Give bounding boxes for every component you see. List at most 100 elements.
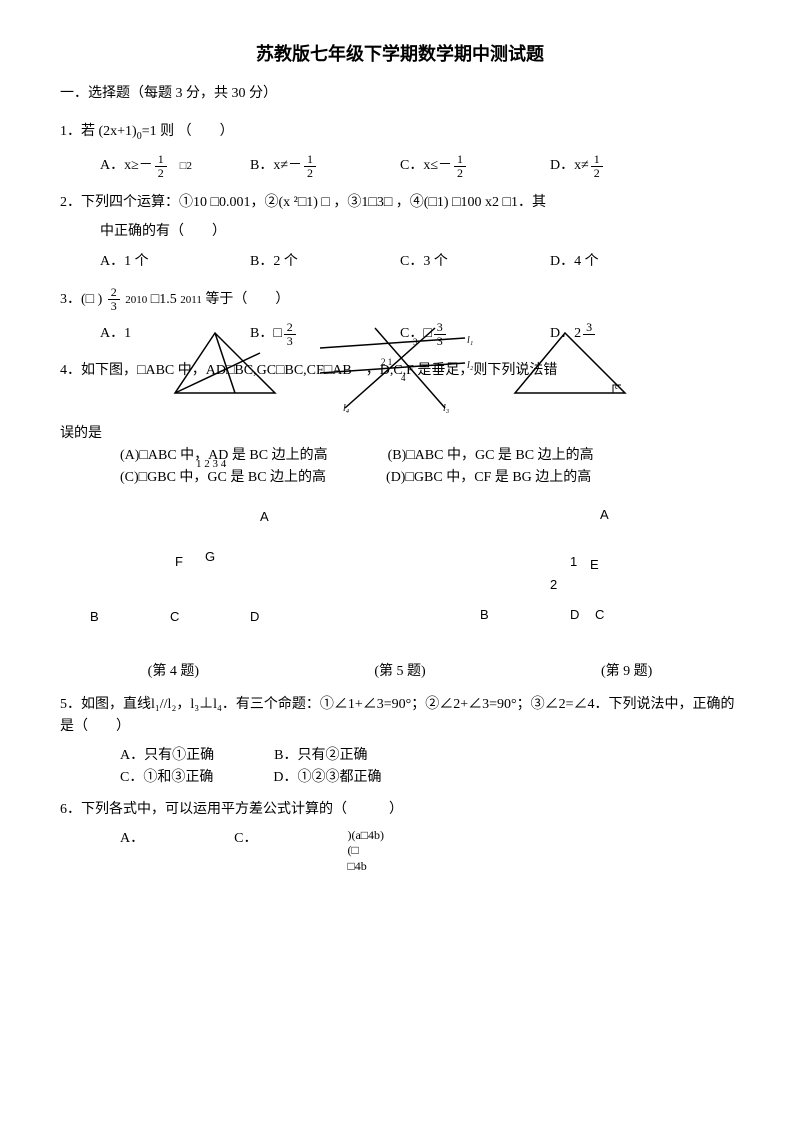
frac-d: 2 — [591, 167, 603, 180]
label-d1: D — [250, 607, 259, 628]
q1-c-text: C．x≤－ — [400, 155, 452, 177]
q1-opt-d: D．x≠ 12 — [550, 153, 660, 180]
q3-d-pre: D．2 — [550, 323, 581, 345]
q1-opt-a: A．x≥－ 12 □2 — [100, 153, 210, 180]
q2-opt-a: A．1 个 — [100, 251, 210, 273]
q2-options: A．1 个 B．2 个 C．3 个 D．4 个 — [100, 251, 740, 273]
frac-d — [583, 335, 595, 348]
q5-opt-b: B．只有②正确 — [274, 745, 367, 767]
question-2: 2．下列四个运算：①10 □0.001，②(x ²□1) □ ，③1□3□ ，④… — [60, 192, 740, 214]
page-title: 苏教版七年级下学期数学期中测试题 — [60, 40, 740, 69]
q6-fragment: )(a□4b) (□ □4b — [347, 828, 384, 875]
label-g: G — [205, 547, 215, 568]
frac-icon: 12 — [454, 153, 466, 180]
label-a: A — [260, 507, 269, 528]
frac-d: 2 — [454, 167, 466, 180]
q6-frag-3: □4b — [347, 859, 384, 875]
frac-n: 2 — [284, 321, 296, 335]
q3-mid-a: 2010 — [125, 293, 147, 305]
q1-d-text: D．x≠ — [550, 155, 589, 177]
q3-mid-b: □1.5 — [151, 291, 177, 306]
q3-c-pre: C．□ — [400, 323, 432, 345]
question-4: 4．如下图，□ABC 中，AD□BC,GC□BC,CF□AB ，D,C,F 是垂… — [60, 360, 740, 382]
q1-opt-b: B．x≠－ 12 — [250, 153, 360, 180]
q2-opt-c: C．3 个 — [400, 251, 510, 273]
label-d2: D — [570, 605, 579, 626]
frac-n: 3 — [583, 321, 595, 335]
label-e: E — [590, 555, 599, 576]
svg-text:l₃: l₃ — [443, 403, 450, 413]
q4-stem: 4．如下图，□ABC 中，AD□BC,GC□BC,CF□AB ，D,C,F 是垂… — [60, 360, 557, 382]
q1-a-text: A．x≥－ — [100, 155, 153, 177]
label-f: F — [175, 552, 183, 573]
label-b1: B — [90, 607, 99, 628]
q5-opt-a: A．只有①正确 — [120, 745, 214, 767]
label-c2: C — [595, 605, 604, 626]
q5-opt-c: C．①和③正确 — [120, 767, 213, 789]
frac-icon: 33 — [434, 321, 446, 348]
q6-opt-c: C． — [234, 828, 257, 850]
cap-q4: (第 4 题) — [148, 661, 199, 683]
cap-q9: (第 9 题) — [601, 661, 652, 683]
svg-text:l₄: l₄ — [343, 403, 350, 413]
frac-icon: 12 — [155, 153, 167, 180]
frac-d: 3 — [108, 300, 120, 313]
q5-opt-d: D．①②③都正确 — [273, 767, 381, 789]
q2-opt-b: B．2 个 — [250, 251, 360, 273]
q1-stem-post: =1 则 （ ） — [142, 124, 234, 139]
frac-icon: 3 — [583, 321, 595, 348]
figure-captions: (第 4 题) (第 5 题) (第 9 题) — [60, 661, 740, 683]
q3-pre: 3．(□ ) — [60, 291, 102, 306]
q4-options: (A)□ABC 中，AD 是 BC 边上的高 (B)□ABC 中，GC 是 BC… — [120, 445, 740, 477]
q3-b-pre: B．□ — [250, 323, 282, 345]
cap-q5: (第 5 题) — [374, 661, 425, 683]
q3-mid-c: 2011 — [180, 293, 202, 305]
question-3: 3．(□ ) 23 2010 □1.5 2011 等于（ ） — [60, 286, 740, 313]
frac-icon: 23 — [108, 286, 120, 313]
frac-n: 1 — [155, 153, 167, 167]
frac-icon: 23 — [284, 321, 296, 348]
q6-frag-2: (□ — [347, 843, 384, 859]
question-6: 6．下列各式中，可以运用平方差公式计算的（ ） — [60, 799, 740, 821]
frac-icon: 12 — [304, 153, 316, 180]
q3-opt-a: A．1 — [100, 321, 210, 348]
label-b2: B — [480, 605, 489, 626]
frac-d: 2 — [155, 167, 167, 180]
q1-b-text: B．x≠－ — [250, 155, 302, 177]
q4-tail: 误的是 — [60, 423, 740, 445]
frac-icon: 12 — [591, 153, 603, 180]
q2-stem: 2．下列四个运算：①10 □0.001，②(x ²□1) □ ，③1□3□ ，④… — [60, 195, 546, 210]
q2-opt-d: D．4 个 — [550, 251, 660, 273]
q3-opt-d: D．2 3 — [550, 321, 660, 348]
figure-labels: A A F G 1 E 2 B C D B D C — [60, 497, 740, 657]
label-2: 2 — [550, 575, 557, 596]
label-1: 1 — [570, 552, 577, 573]
frac-n: 3 — [434, 321, 446, 335]
question-1: 1．若 (2x+1)0=1 则 （ ） — [60, 121, 740, 145]
label-c1: C — [170, 607, 179, 628]
q3-opt-b: B．□ 23 — [250, 321, 360, 348]
q1-options: A．x≥－ 12 □2 B．x≠－ 12 C．x≤－ 12 D．x≠ 12 — [100, 153, 740, 180]
q6-frag-1: )(a□4b) — [347, 828, 384, 844]
q4-small-nums: 1 2 3 4 — [196, 456, 740, 474]
frac-d: 3 — [434, 335, 446, 348]
section-heading: 一．选择题（每题 3 分，共 30 分） — [60, 83, 740, 105]
label-a2: A — [600, 505, 609, 526]
frac-d: 3 — [284, 335, 296, 348]
q1-stem-pre: 1．若 (2x+1) — [60, 124, 137, 139]
frac-n: 1 — [304, 153, 316, 167]
frac-d: 2 — [304, 167, 316, 180]
q1-a-box: □2 — [169, 158, 192, 176]
q6-options: A． C． )(a□4b) (□ □4b — [120, 828, 740, 875]
q5-options: A．只有①正确 B．只有②正确 C．①和③正确 D．①②③都正确 — [120, 745, 740, 790]
q3-opt-c: C．□ 33 — [400, 321, 510, 348]
q1-opt-c: C．x≤－ 12 — [400, 153, 510, 180]
frac-n: 2 — [108, 286, 120, 300]
q2-tail: 中正确的有（ ） — [100, 221, 740, 243]
q3-post: 等于（ ） — [205, 291, 289, 306]
q3-options: A．1 B．□ 23 C．□ 33 D．2 3 — [100, 321, 740, 348]
question-5: 5．如图，直线l₁//l₂，l₃⊥l₄．有三个命题：①∠1+∠3=90°；②∠2… — [60, 694, 740, 739]
frac-n: 1 — [591, 153, 603, 167]
q6-opt-a: A． — [120, 828, 144, 850]
frac-n: 1 — [454, 153, 466, 167]
